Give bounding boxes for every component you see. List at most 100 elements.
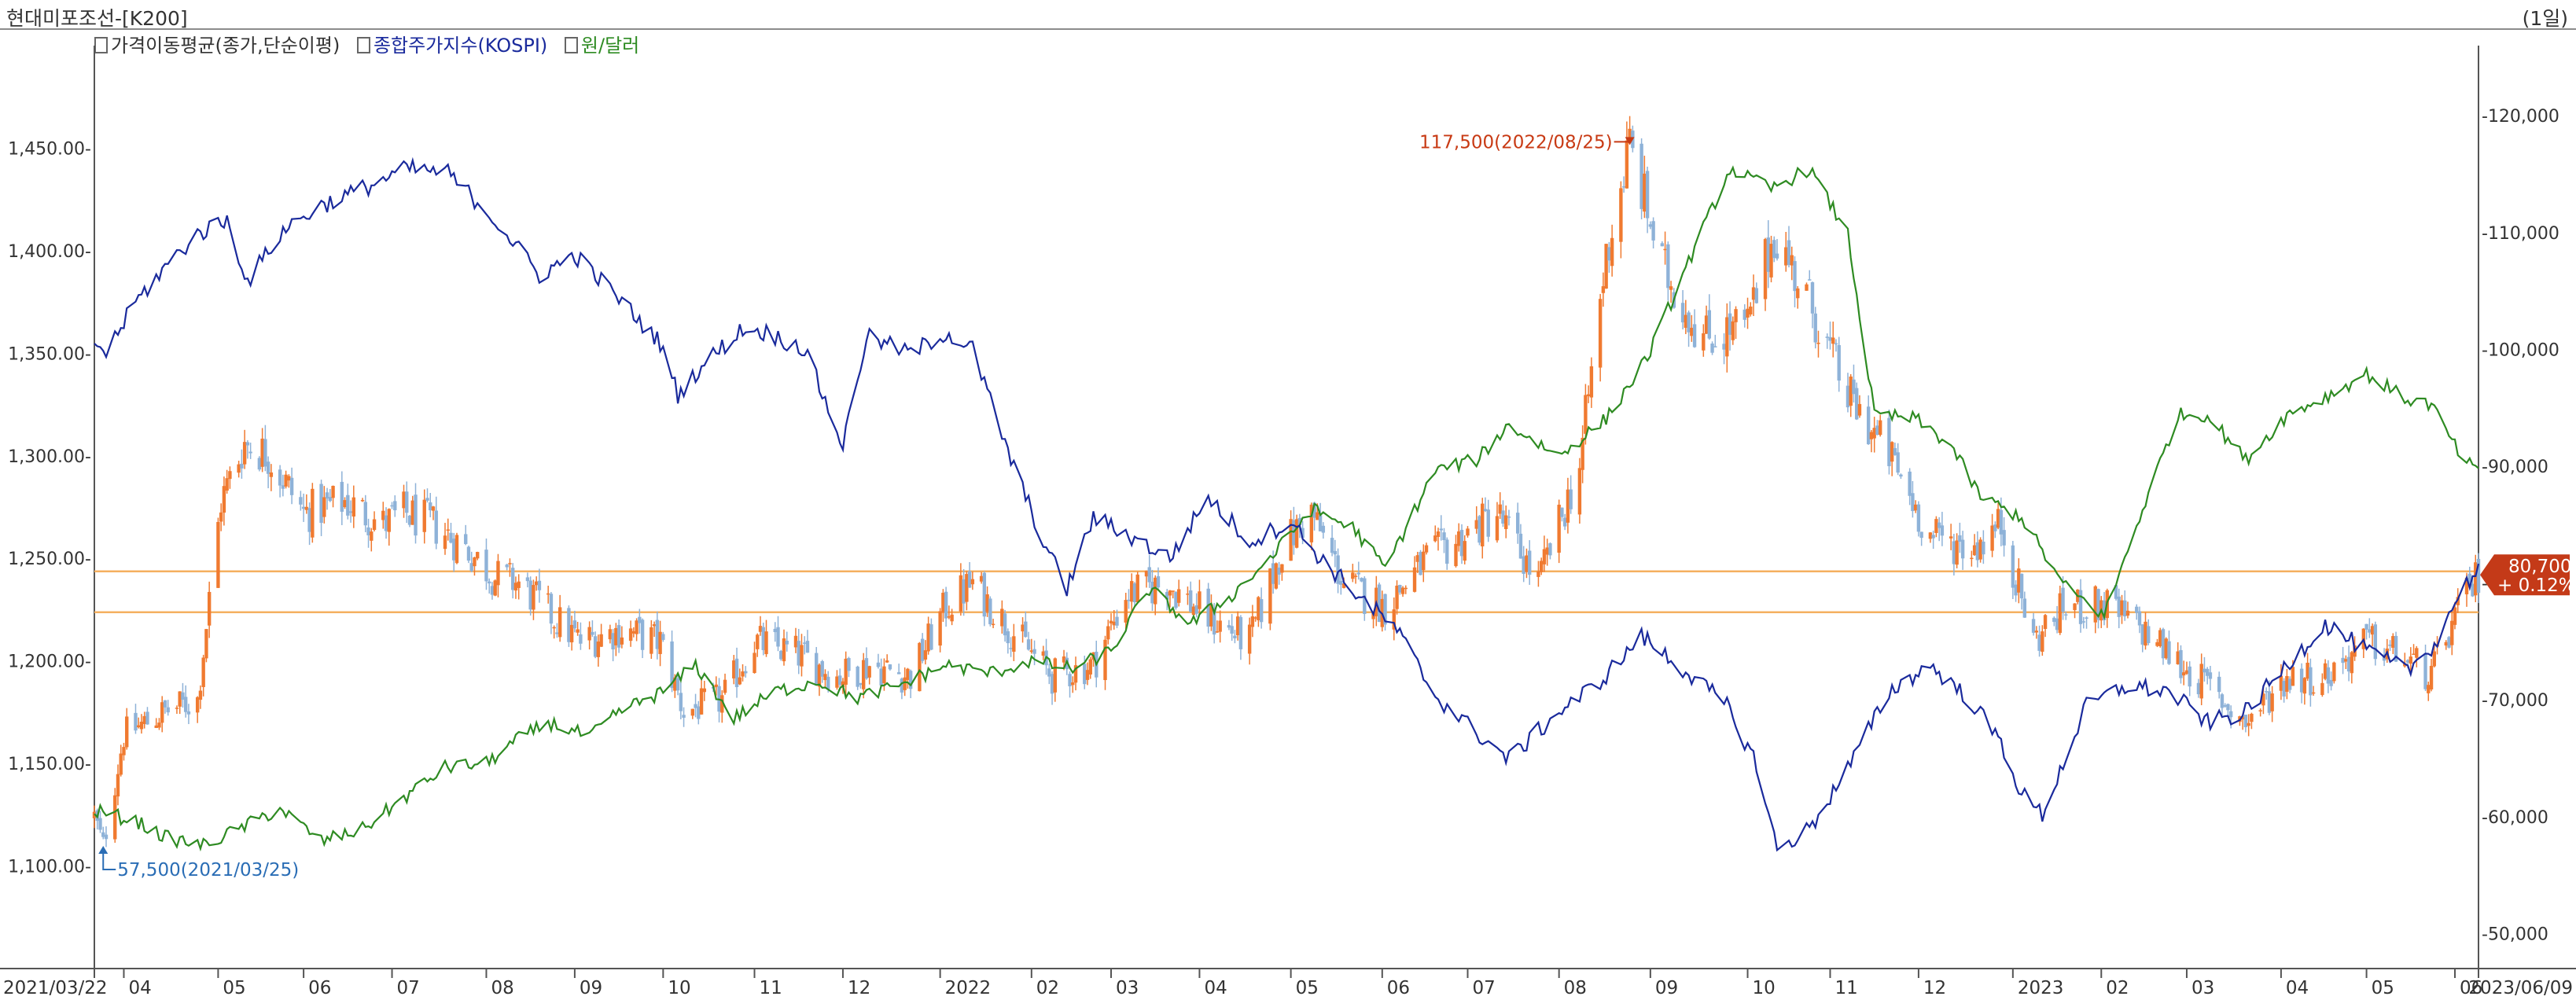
candle-body [859, 682, 863, 686]
candle-body [1274, 563, 1279, 589]
candle-body [2299, 668, 2304, 693]
candle-body [248, 451, 252, 454]
candle-body [1589, 366, 1594, 398]
candle-body [1238, 616, 1243, 649]
candle-body [1958, 535, 1962, 542]
candle-body [1972, 545, 1977, 556]
candle-body [1875, 425, 1879, 436]
candle-body [944, 591, 948, 619]
candle-body [1539, 561, 1544, 572]
candle-body [1525, 555, 1529, 572]
candle-body [896, 672, 901, 675]
candle-body [434, 510, 438, 544]
candle-body [888, 664, 892, 670]
left-tick-label: 1,250.00- [8, 550, 91, 569]
candle-body [1725, 317, 1729, 357]
candle-body [1536, 571, 1540, 577]
candle-body [387, 509, 391, 532]
candle-body [2135, 606, 2139, 613]
legend-checkbox-icon[interactable] [356, 37, 370, 53]
candle-body [98, 818, 102, 830]
candle-body [1186, 594, 1190, 595]
candle-body [1978, 539, 1982, 560]
candle-body [2223, 704, 2227, 707]
candle-body [2061, 587, 2065, 612]
candle-body [245, 442, 250, 446]
candle-body [823, 674, 827, 681]
candle-body [219, 512, 223, 522]
candle-body [741, 671, 745, 677]
candle-body [1707, 310, 1712, 339]
legend-item-krw-usd[interactable]: 원/달러 [564, 30, 639, 57]
x-tick-label: 04 [1204, 978, 1227, 998]
candle-body [269, 472, 274, 477]
candle-body [555, 632, 559, 634]
candle-body [1088, 659, 1092, 675]
candle-body [319, 483, 323, 524]
candle-body [1353, 575, 1358, 577]
candle-body [1928, 532, 1933, 539]
candle-body [1006, 631, 1010, 644]
candle-body [119, 753, 123, 775]
candle-body [844, 658, 848, 685]
candle-body [2147, 626, 2151, 644]
candle-body [817, 664, 822, 687]
candle-body [1398, 585, 1402, 593]
candle-body [2476, 558, 2481, 594]
candle-body [1404, 587, 1408, 590]
candle-body [1050, 674, 1054, 694]
candle-body [2453, 607, 2457, 625]
candle-body [2022, 598, 2027, 618]
left-tick-label: 1,200.00- [8, 653, 91, 672]
candle-body [1604, 244, 1608, 289]
candle-body [104, 834, 109, 840]
candle-body [299, 497, 303, 505]
candle-body [2320, 682, 2324, 696]
candle-body [1339, 580, 1343, 585]
candle-body [841, 681, 845, 687]
candle-body [758, 626, 763, 632]
legend-checkbox-icon[interactable] [564, 37, 578, 53]
candle-body [2073, 603, 2077, 611]
legend-item-moving-average[interactable]: 가격이동평균(종가,단순이평) [94, 30, 340, 57]
candle-body [1495, 516, 1500, 541]
candle-body [1415, 555, 1419, 562]
candle-body [384, 515, 388, 531]
x-axis: 2021/03/22 04 05 06 07 08 09 10 11 12 2022 02 03 04 05… [3, 969, 2573, 998]
candle-body [2179, 649, 2183, 678]
kospi-series [94, 156, 2480, 852]
legend-item-kospi[interactable]: 종합주가지수(KOSPI) [356, 30, 547, 57]
candle-body [325, 492, 329, 499]
candle-body [1174, 592, 1178, 608]
candle-body [1834, 343, 1838, 345]
last-price-badge: 80,700+ 0.12% [2480, 554, 2576, 596]
candle-body [1577, 468, 1582, 515]
x-tick-label: 07 [1472, 978, 1495, 998]
candle-body [1680, 303, 1685, 323]
chart-period[interactable]: (1일) [2522, 7, 2568, 30]
x-tick-label: 05 [2372, 978, 2394, 998]
high-price-annotation: 117,500(2022/08/25) [1419, 132, 1613, 153]
candle-body [1026, 639, 1031, 650]
legend-checkbox-icon[interactable] [94, 37, 108, 53]
x-tick-label: 11 [1834, 978, 1857, 998]
candle-body [1857, 403, 1862, 416]
candle-body [682, 715, 686, 718]
candle-body [1463, 541, 1466, 561]
x-tick-label: 12 [1923, 978, 1946, 998]
candle-body [1424, 545, 1429, 553]
candle-body [1341, 583, 1346, 588]
candle-body [2037, 634, 2041, 651]
candle-body [2456, 597, 2460, 605]
candle-body [1751, 287, 1756, 300]
candle-body [2093, 586, 2097, 623]
x-tick-label: 10 [668, 978, 690, 998]
candle-body [204, 629, 208, 659]
candle-body [343, 500, 347, 508]
candle-body [134, 712, 138, 731]
candle-body [1233, 635, 1237, 638]
candle-body [175, 708, 179, 709]
candle-body [2052, 617, 2056, 623]
candle-body [805, 641, 810, 653]
